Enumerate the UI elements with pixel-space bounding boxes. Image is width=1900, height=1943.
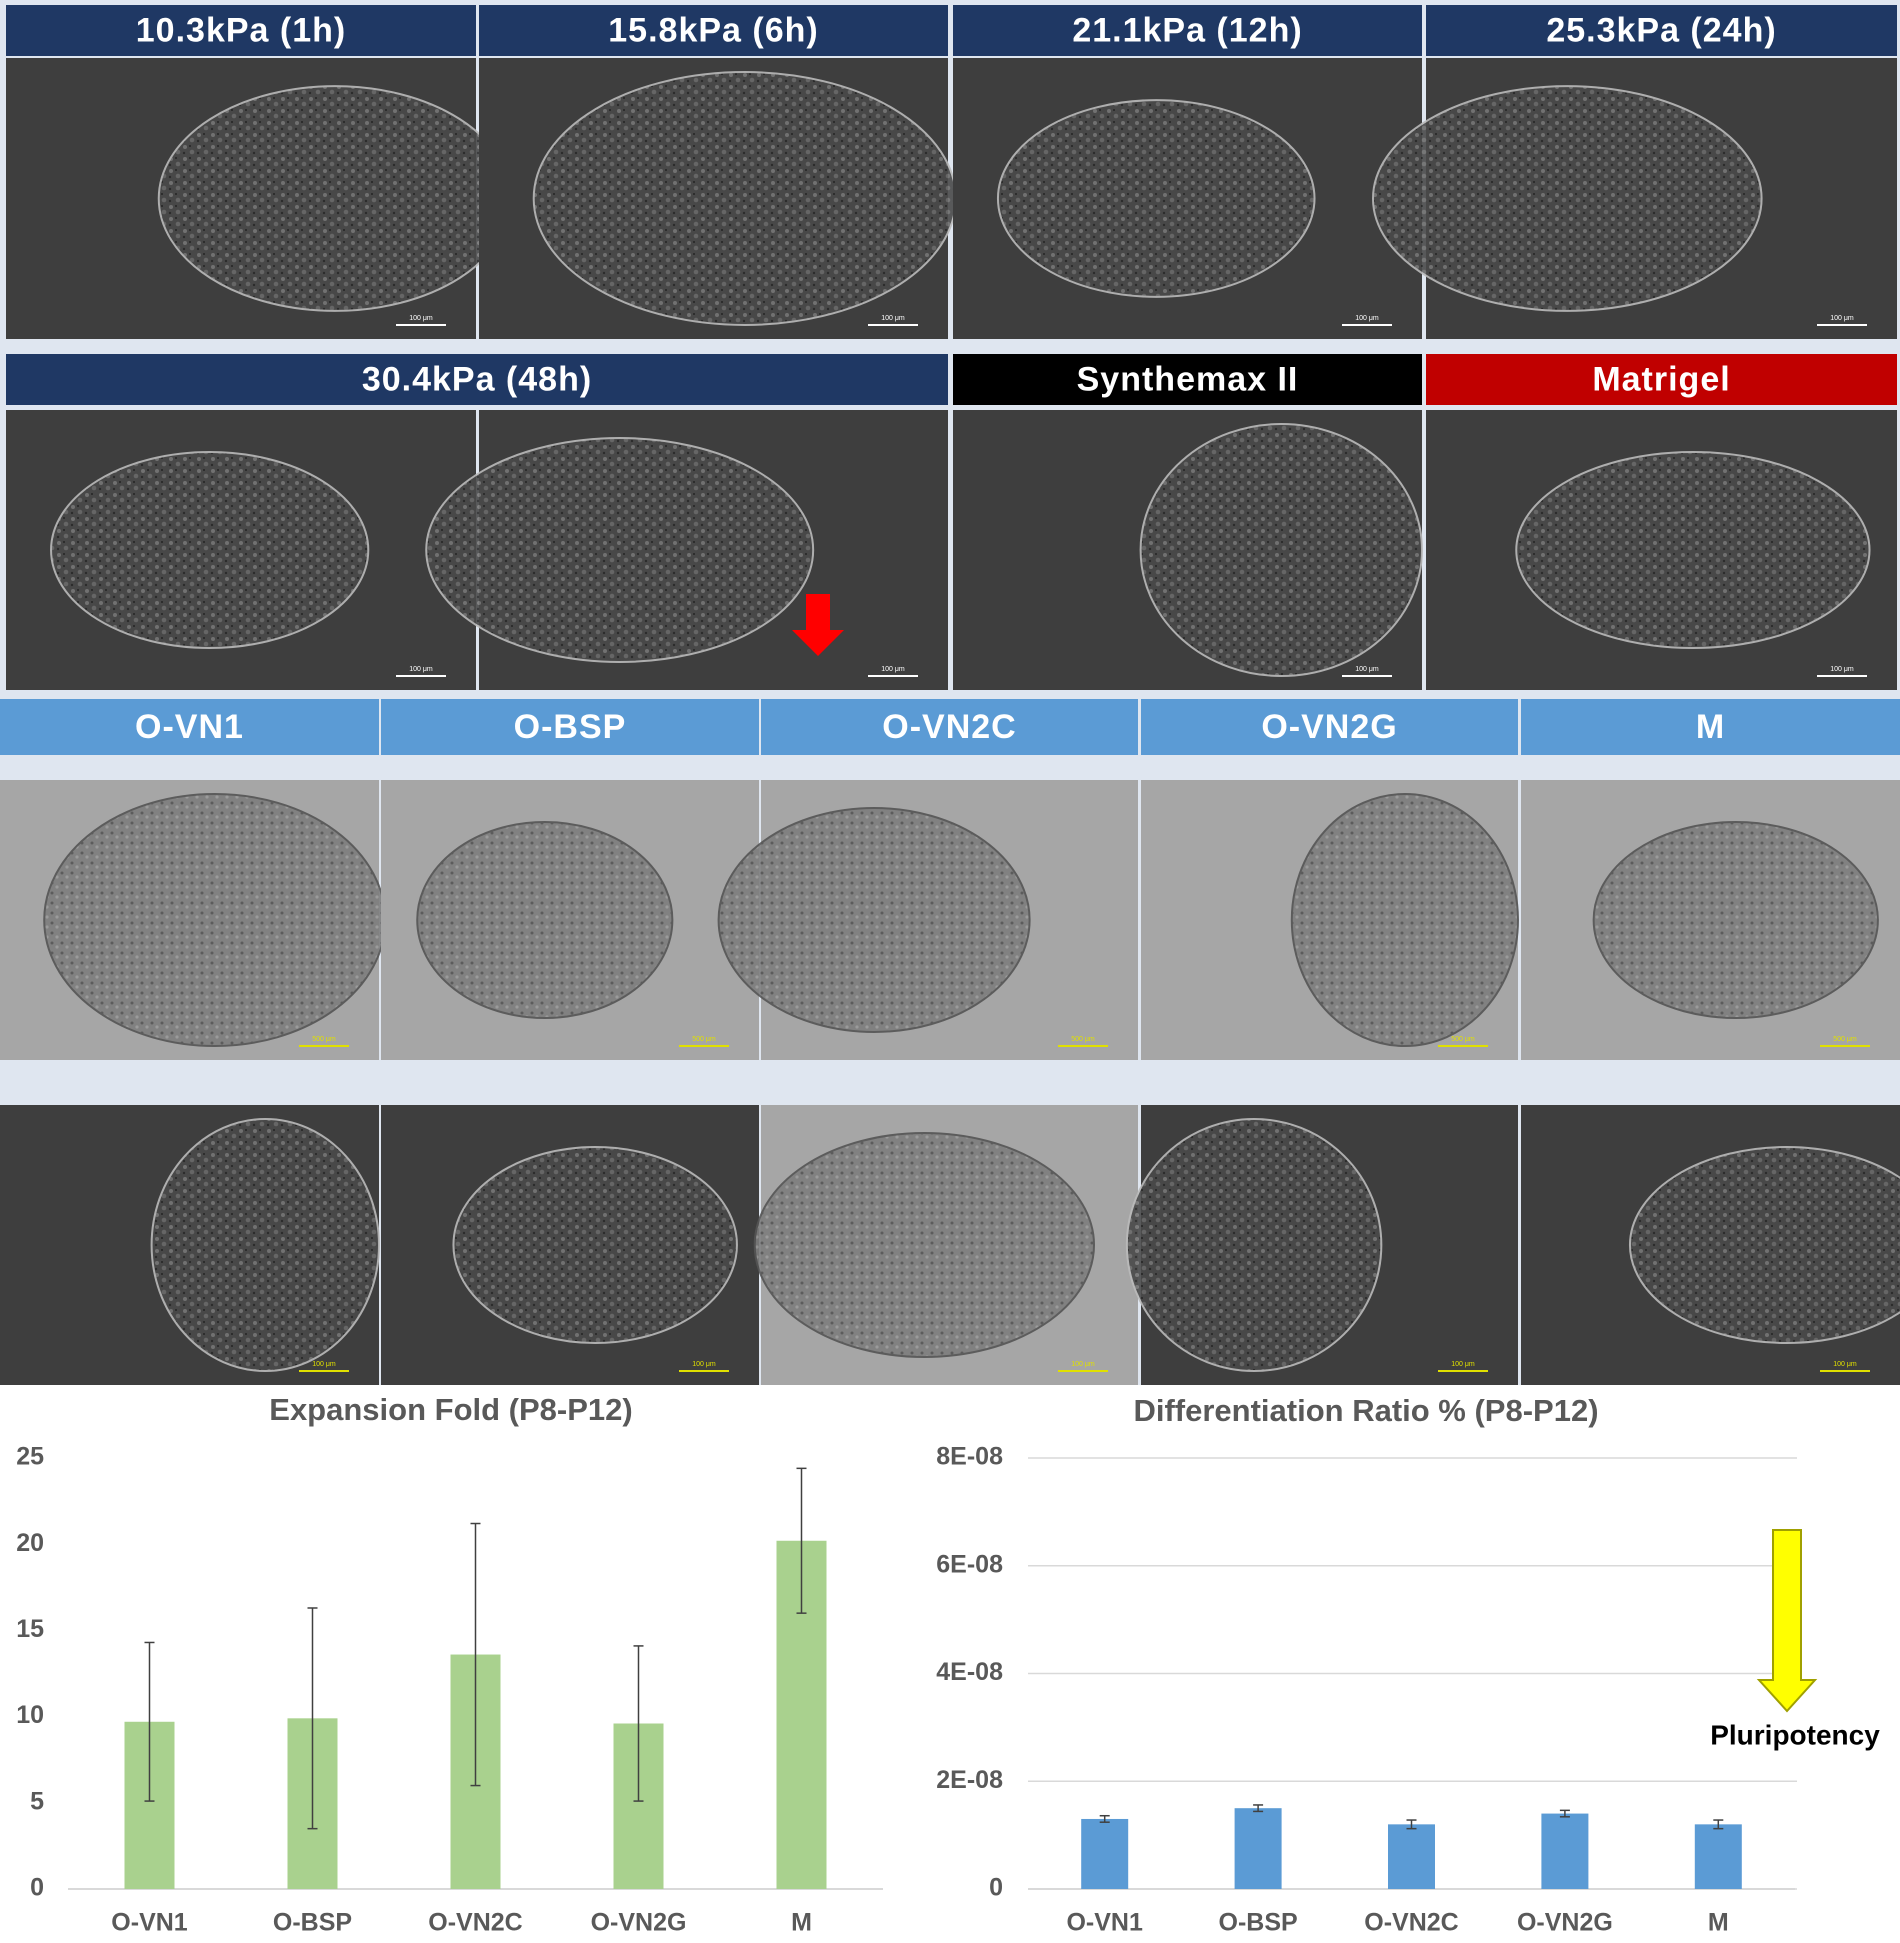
- bar: [1234, 1808, 1282, 1889]
- scale-bar-label: 100 μm: [881, 315, 905, 322]
- x-tick-label: O-VN2C: [428, 1909, 522, 1937]
- panel-header: [0, 699, 379, 755]
- bar: [1541, 1813, 1589, 1889]
- x-tick-label: O-BSP: [1219, 1909, 1298, 1937]
- panel-header: [953, 354, 1422, 405]
- cell-colony: [50, 451, 370, 649]
- panel-header: [1426, 354, 1897, 405]
- panel-header-label: O-VN2C: [882, 708, 1016, 746]
- panel-header-label: 15.8kPa (6h): [608, 11, 818, 49]
- cell-colony: [753, 1132, 1096, 1358]
- scale-bar-label: 100 μm: [1830, 666, 1854, 673]
- y-tick-label: 2E-08: [936, 1766, 1003, 1794]
- annotation-arrow: [1756, 1529, 1818, 1713]
- scale-bar-label: 100 μm: [1833, 1361, 1857, 1368]
- cell-colony: [416, 821, 674, 1019]
- scale-bar-label: 500 μm: [1833, 1036, 1857, 1043]
- panel-header-label: O-BSP: [514, 708, 627, 746]
- cell-colony: [996, 99, 1316, 298]
- scale-bar-label: 500 μm: [1071, 1036, 1095, 1043]
- y-tick-label: 6E-08: [936, 1550, 1003, 1578]
- cell-colony: [157, 85, 513, 312]
- y-tick-label: 15: [16, 1615, 44, 1643]
- cell-colony: [1372, 85, 1763, 312]
- y-tick-label: 10: [16, 1701, 44, 1729]
- cell-colony: [1515, 451, 1871, 649]
- panel-header: [6, 354, 948, 405]
- cell-colony: [43, 793, 387, 1047]
- cell-colony: [452, 1146, 738, 1344]
- scale-bar-label: 100 μm: [881, 666, 905, 673]
- scale-bar-label: 100 μm: [409, 315, 433, 322]
- panel-header: [1521, 699, 1900, 755]
- x-tick-label: M: [791, 1909, 812, 1937]
- scale-bar-label: 500 μm: [1451, 1036, 1475, 1043]
- x-tick-label: O-VN2G: [591, 1909, 687, 1937]
- scale-bar-label: 100 μm: [1355, 666, 1379, 673]
- cell-colony: [150, 1118, 380, 1372]
- panel-header: [761, 699, 1138, 755]
- scale-bar-label: 100 μm: [1830, 315, 1854, 322]
- cell-colony: [532, 71, 957, 326]
- chart-title: Expansion Fold (P8-P12): [269, 1392, 632, 1427]
- y-tick-label: 8E-08: [936, 1443, 1003, 1471]
- x-tick-label: M: [1708, 1909, 1729, 1937]
- scale-bar-label: 100 μm: [1071, 1361, 1095, 1368]
- scale-bar-label: 100 μm: [692, 1361, 716, 1368]
- bar: [1081, 1818, 1129, 1889]
- panel-header-label: 10.3kPa (1h): [136, 11, 346, 49]
- bar: [1388, 1824, 1435, 1889]
- arrow: [792, 594, 844, 656]
- cell-colony: [1139, 423, 1424, 677]
- panel-header: [1141, 699, 1518, 755]
- y-tick-label: 20: [16, 1529, 44, 1557]
- y-tick-label: 0: [989, 1874, 1003, 1902]
- scale-bar-label: 100 μm: [1355, 315, 1379, 322]
- cell-colony: [1592, 821, 1879, 1019]
- y-tick-label: 0: [30, 1874, 44, 1902]
- x-tick-label: O-VN2C: [1364, 1909, 1458, 1937]
- scale-bar-label: 100 μm: [312, 1361, 336, 1368]
- panel-header: [6, 5, 476, 56]
- cell-colony: [1290, 793, 1520, 1047]
- y-tick-label: 5: [30, 1787, 44, 1815]
- panel-header-label: 25.3kPa (24h): [1546, 11, 1776, 49]
- panel-header-label: O-VN1: [135, 708, 244, 746]
- scale-bar-label: 100 μm: [409, 666, 433, 673]
- chart-title: Differentiation Ratio % (P8-P12): [1133, 1393, 1598, 1428]
- scale-bar-label: 500 μm: [692, 1036, 716, 1043]
- panel-header-label: Synthemax II: [1077, 360, 1299, 398]
- y-tick-label: 4E-08: [936, 1658, 1003, 1686]
- panel-header-label: Matrigel: [1592, 360, 1730, 398]
- cell-colony: [1125, 1118, 1383, 1372]
- x-tick-label: O-VN2G: [1517, 1909, 1613, 1937]
- bar: [1694, 1824, 1742, 1889]
- panel-header: [1426, 5, 1897, 56]
- cell-colony: [425, 437, 815, 663]
- scale-bar-label: 500 μm: [312, 1036, 336, 1043]
- annotation: Pluripotency: [1710, 1719, 1880, 1750]
- cell-colony: [1629, 1146, 1900, 1344]
- panel-header-label: 30.4kPa (48h): [362, 360, 592, 398]
- panel-header-label: M: [1696, 708, 1725, 746]
- x-tick-label: O-BSP: [273, 1909, 352, 1937]
- x-tick-label: O-VN1: [111, 1909, 188, 1937]
- panel-header-label: 21.1kPa (12h): [1072, 11, 1302, 49]
- panel-header: [953, 5, 1422, 56]
- panel-header: [479, 5, 948, 56]
- scale-bar-label: 100 μm: [1451, 1361, 1475, 1368]
- x-tick-label: O-VN1: [1066, 1909, 1143, 1937]
- cell-colony: [717, 807, 1031, 1033]
- panel-header-label: O-VN2G: [1261, 708, 1397, 746]
- panel-header: [381, 699, 759, 755]
- y-tick-label: 25: [16, 1443, 44, 1471]
